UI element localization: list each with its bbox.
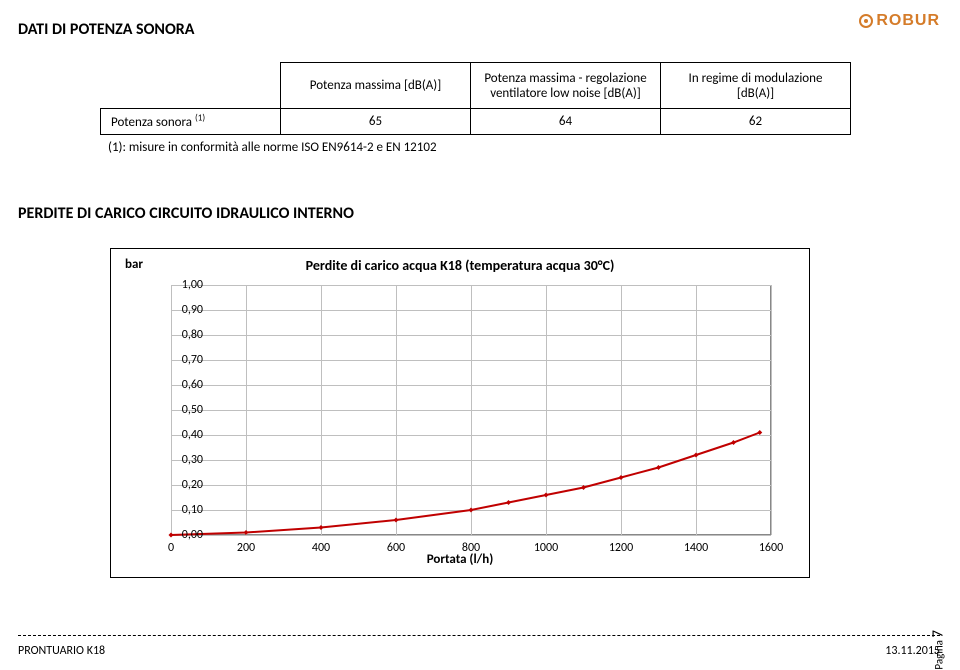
page-label: Pagina: [933, 640, 946, 669]
cell-v2: 64: [471, 109, 661, 135]
sound-power-table: Potenza massima [dB(A)] Potenza massima …: [100, 62, 851, 135]
x-tick-label: 1200: [609, 541, 633, 555]
series-marker: [581, 485, 586, 490]
page-number: Pagina 7: [930, 630, 948, 670]
y-tick-label: 0,40: [163, 428, 203, 442]
cell-v1: 65: [281, 109, 471, 135]
y-tick-label: 0,70: [163, 353, 203, 367]
brand-logo: ROBUR: [859, 12, 940, 30]
x-tick-label: 1400: [684, 541, 708, 555]
table-footnote: (1): misure in conformità alle norme ISO…: [108, 140, 437, 155]
chart-title: Perdite di carico acqua K18 (temperatura…: [111, 257, 809, 274]
series-marker: [757, 430, 762, 435]
series-marker: [694, 453, 699, 458]
cell-v3: 62: [661, 109, 851, 135]
x-tick-label: 0: [168, 541, 174, 555]
series-marker: [319, 525, 324, 530]
brand-text: ROBUR: [876, 12, 940, 30]
y-tick-label: 1,00: [163, 278, 203, 292]
x-tick-label: 400: [312, 541, 330, 555]
page-number-value: 7: [930, 630, 948, 638]
col-header-3: In regime di modulazione [dB(A)]: [661, 63, 851, 109]
series-line: [171, 433, 760, 536]
series-marker: [244, 530, 249, 535]
series-marker: [506, 500, 511, 505]
series-marker: [394, 518, 399, 523]
col-header-2: Potenza massima - regolazione ventilator…: [471, 63, 661, 109]
footer-separator: [18, 635, 940, 636]
row-label-text: Potenza sonora (1): [111, 115, 205, 130]
x-tick-label: 200: [237, 541, 255, 555]
gridline-h: [171, 535, 771, 536]
pressure-drop-chart: bar Perdite di carico acqua K18 (tempera…: [110, 248, 810, 578]
y-tick-label: 0,10: [163, 503, 203, 517]
gridline-v: [771, 285, 772, 535]
chart-section-title: PERDITE DI CARICO CIRCUITO IDRAULICO INT…: [18, 204, 354, 223]
y-tick-label: 0,00: [163, 528, 203, 542]
chart-series-svg: [171, 285, 771, 535]
col-header-1: Potenza massima [dB(A)]: [281, 63, 471, 109]
y-tick-label: 0,50: [163, 403, 203, 417]
gear-icon: [859, 14, 873, 28]
y-tick-label: 0,30: [163, 453, 203, 467]
series-marker: [469, 508, 474, 513]
y-tick-label: 0,20: [163, 478, 203, 492]
x-tick-label: 1000: [534, 541, 558, 555]
series-marker: [619, 475, 624, 480]
footer-left: PRONTUARIO K18: [18, 644, 105, 658]
page-title: DATI DI POTENZA SONORA: [18, 20, 194, 39]
series-marker: [656, 465, 661, 470]
y-tick-label: 0,90: [163, 303, 203, 317]
x-tick-label: 1600: [759, 541, 783, 555]
x-tick-label: 800: [462, 541, 480, 555]
row-label: Potenza sonora (1): [101, 109, 281, 135]
series-marker: [731, 440, 736, 445]
table-row: Potenza sonora (1) 65 64 62: [101, 109, 851, 135]
y-tick-label: 0,80: [163, 328, 203, 342]
x-tick-label: 600: [387, 541, 405, 555]
table-blank-cell: [101, 63, 281, 109]
plot-area: [171, 285, 771, 535]
y-tick-label: 0,60: [163, 378, 203, 392]
series-marker: [544, 493, 549, 498]
